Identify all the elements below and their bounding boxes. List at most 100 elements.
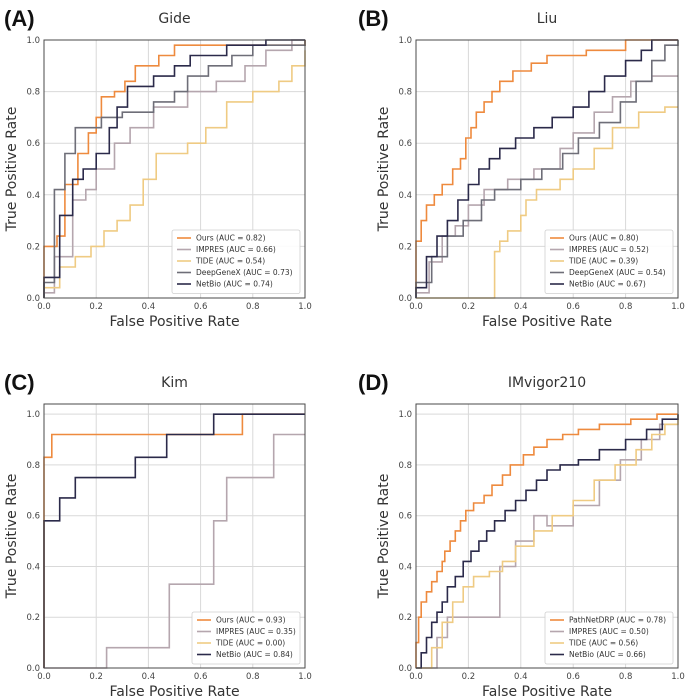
x-tick-label: 0.8 xyxy=(246,302,260,312)
legend-entry: IMPRES (AUC = 0.66) xyxy=(196,245,276,254)
roc-panel-imvigor210: (D) IMvigor210 0.0 0.2 0.4 0.6 0.8 1.0 0.0 0.2 0.4… xyxy=(358,370,685,697)
legend-entry: DeepGeneX (AUC = 0.54) xyxy=(569,268,666,277)
y-tick-label: 1.0 xyxy=(26,410,40,420)
x-tick-label: 0.8 xyxy=(619,302,633,312)
x-tick-label: 0.6 xyxy=(194,302,208,312)
legend-entry: IMPRES (AUC = 0.52) xyxy=(569,245,649,254)
legend-entry: Ours (AUC = 0.80) xyxy=(569,234,639,243)
y-tick-label: 0.6 xyxy=(398,139,412,149)
legend-entry: DeepGeneX (AUC = 0.73) xyxy=(196,268,293,277)
legend-entry: NetBio (AUC = 0.67) xyxy=(569,280,646,289)
y-tick-label: 0.2 xyxy=(398,242,412,252)
x-axis-label: False Positive Rate xyxy=(482,314,612,330)
x-tick-label: 0.0 xyxy=(409,672,423,682)
roc-curve-netbio xyxy=(43,413,305,668)
y-tick-label: 0.4 xyxy=(398,191,412,201)
roc-curve-deepgenex xyxy=(43,40,306,298)
x-tick-label: 0.4 xyxy=(142,672,156,682)
y-tick-label: 0.8 xyxy=(26,88,40,98)
roc-curve-ours xyxy=(415,39,678,298)
y-axis-label: True Positive Rate xyxy=(4,107,20,233)
y-tick-label: 0.6 xyxy=(26,139,40,149)
roc-panel-gide: (A) Gide 0.0 0.2 0.4 0.6 0.8 1.0 0.0 0.2 0.4 0.6 0.8… xyxy=(4,6,312,330)
legend-box xyxy=(191,611,301,665)
x-tick-label: 0.8 xyxy=(246,672,260,682)
panel-label: (B) xyxy=(358,6,389,31)
legend-box xyxy=(544,611,674,665)
y-tick-label: 1.0 xyxy=(398,36,412,46)
roc-curve-pathnetdrp xyxy=(415,413,678,668)
plot-frame xyxy=(415,39,679,299)
legend: Ours (AUC = 0.93) IMPRES (AUC = 0.35) TIDE… xyxy=(191,611,301,665)
panel-label: (D) xyxy=(358,370,389,395)
chart-title: IMvigor210 xyxy=(508,375,586,391)
roc-curve-tide xyxy=(43,50,306,298)
roc-curve-impres xyxy=(44,433,305,669)
legend-box xyxy=(544,229,674,294)
x-tick-label: 0.2 xyxy=(89,302,103,312)
y-tick-label: 0.2 xyxy=(26,613,40,623)
legend: Ours (AUC = 0.80) IMPRES (AUC = 0.52) TIDE… xyxy=(544,229,674,294)
x-tick-label: 0.4 xyxy=(514,672,528,682)
y-tick-label: 0.8 xyxy=(398,88,412,98)
legend-box xyxy=(171,229,301,294)
roc-curve-tide xyxy=(416,414,679,669)
y-axis-label: True Positive Rate xyxy=(376,474,392,600)
x-tick-label: 0.4 xyxy=(514,302,528,312)
x-tick-label: 0.2 xyxy=(462,672,476,682)
legend-entry: NetBio (AUC = 0.66) xyxy=(569,650,646,659)
legend-entry: PathNetDRP (AUC = 0.78) xyxy=(569,616,666,625)
legend: PathNetDRP (AUC = 0.78) IMPRES (AUC = 0.5… xyxy=(544,611,674,665)
y-tick-label: 0.2 xyxy=(398,613,412,623)
roc-curve-impres xyxy=(416,423,678,669)
y-tick-label: 0.8 xyxy=(398,461,412,471)
legend-entry: Ours (AUC = 0.82) xyxy=(196,234,266,243)
chart-title: Liu xyxy=(537,11,558,27)
y-tick-label: 0.0 xyxy=(398,664,412,674)
roc-curve-tide xyxy=(416,106,678,299)
y-tick-label: 0.0 xyxy=(26,294,40,304)
y-tick-label: 0.6 xyxy=(26,512,40,522)
y-tick-label: 0.0 xyxy=(398,294,412,304)
x-tick-label: 1.0 xyxy=(671,672,685,682)
x-tick-label: 0.6 xyxy=(566,672,580,682)
legend-entry: TIDE (AUC = 0.54) xyxy=(195,257,265,266)
x-axis-label: False Positive Rate xyxy=(109,684,239,697)
y-axis-label: True Positive Rate xyxy=(376,107,392,233)
plot-frame xyxy=(43,403,306,669)
roc-curve-netbio xyxy=(416,414,679,669)
legend-entry: IMPRES (AUC = 0.35) xyxy=(216,627,296,636)
x-tick-label: 0.2 xyxy=(462,302,476,312)
roc-panel-kim: (C) Kim 0.0 0.2 0.4 0.6 0.8 1.0 0.0 0.2 0.4 0.6 0.8 1… xyxy=(4,370,312,697)
legend-entry: Ours (AUC = 0.93) xyxy=(216,616,286,625)
legend-entry: TIDE (AUC = 0.56) xyxy=(568,639,638,648)
legend-entry: TIDE (AUC = 0.39) xyxy=(568,257,638,266)
x-tick-label: 0.8 xyxy=(619,672,633,682)
x-tick-label: 0.0 xyxy=(37,672,51,682)
y-tick-label: 0.8 xyxy=(26,461,40,471)
y-axis-label: True Positive Rate xyxy=(4,474,20,600)
x-tick-label: 0.6 xyxy=(566,302,580,312)
x-tick-label: 0.0 xyxy=(409,302,423,312)
x-tick-label: 1.0 xyxy=(298,302,312,312)
roc-curve-deepgenex xyxy=(415,40,679,298)
y-tick-label: 0.6 xyxy=(398,512,412,522)
chart-title: Kim xyxy=(161,375,188,391)
x-tick-label: 0.6 xyxy=(194,672,208,682)
plot-frame xyxy=(43,39,306,299)
roc-curve-impres xyxy=(43,39,305,298)
x-axis-label: False Positive Rate xyxy=(109,314,239,330)
panel-label: (A) xyxy=(4,6,35,31)
x-tick-label: 1.0 xyxy=(298,672,312,682)
y-tick-label: 1.0 xyxy=(398,410,412,420)
x-tick-label: 0.4 xyxy=(142,302,156,312)
legend-entry: NetBio (AUC = 0.74) xyxy=(196,280,273,289)
legend-entry: NetBio (AUC = 0.84) xyxy=(216,650,293,659)
legend-entry: IMPRES (AUC = 0.50) xyxy=(569,627,649,636)
y-tick-label: 0.4 xyxy=(26,191,40,201)
y-tick-label: 1.0 xyxy=(26,36,40,46)
y-tick-label: 0.4 xyxy=(398,562,412,572)
roc-curve-netbio xyxy=(43,39,305,298)
x-tick-label: 0.2 xyxy=(89,672,103,682)
